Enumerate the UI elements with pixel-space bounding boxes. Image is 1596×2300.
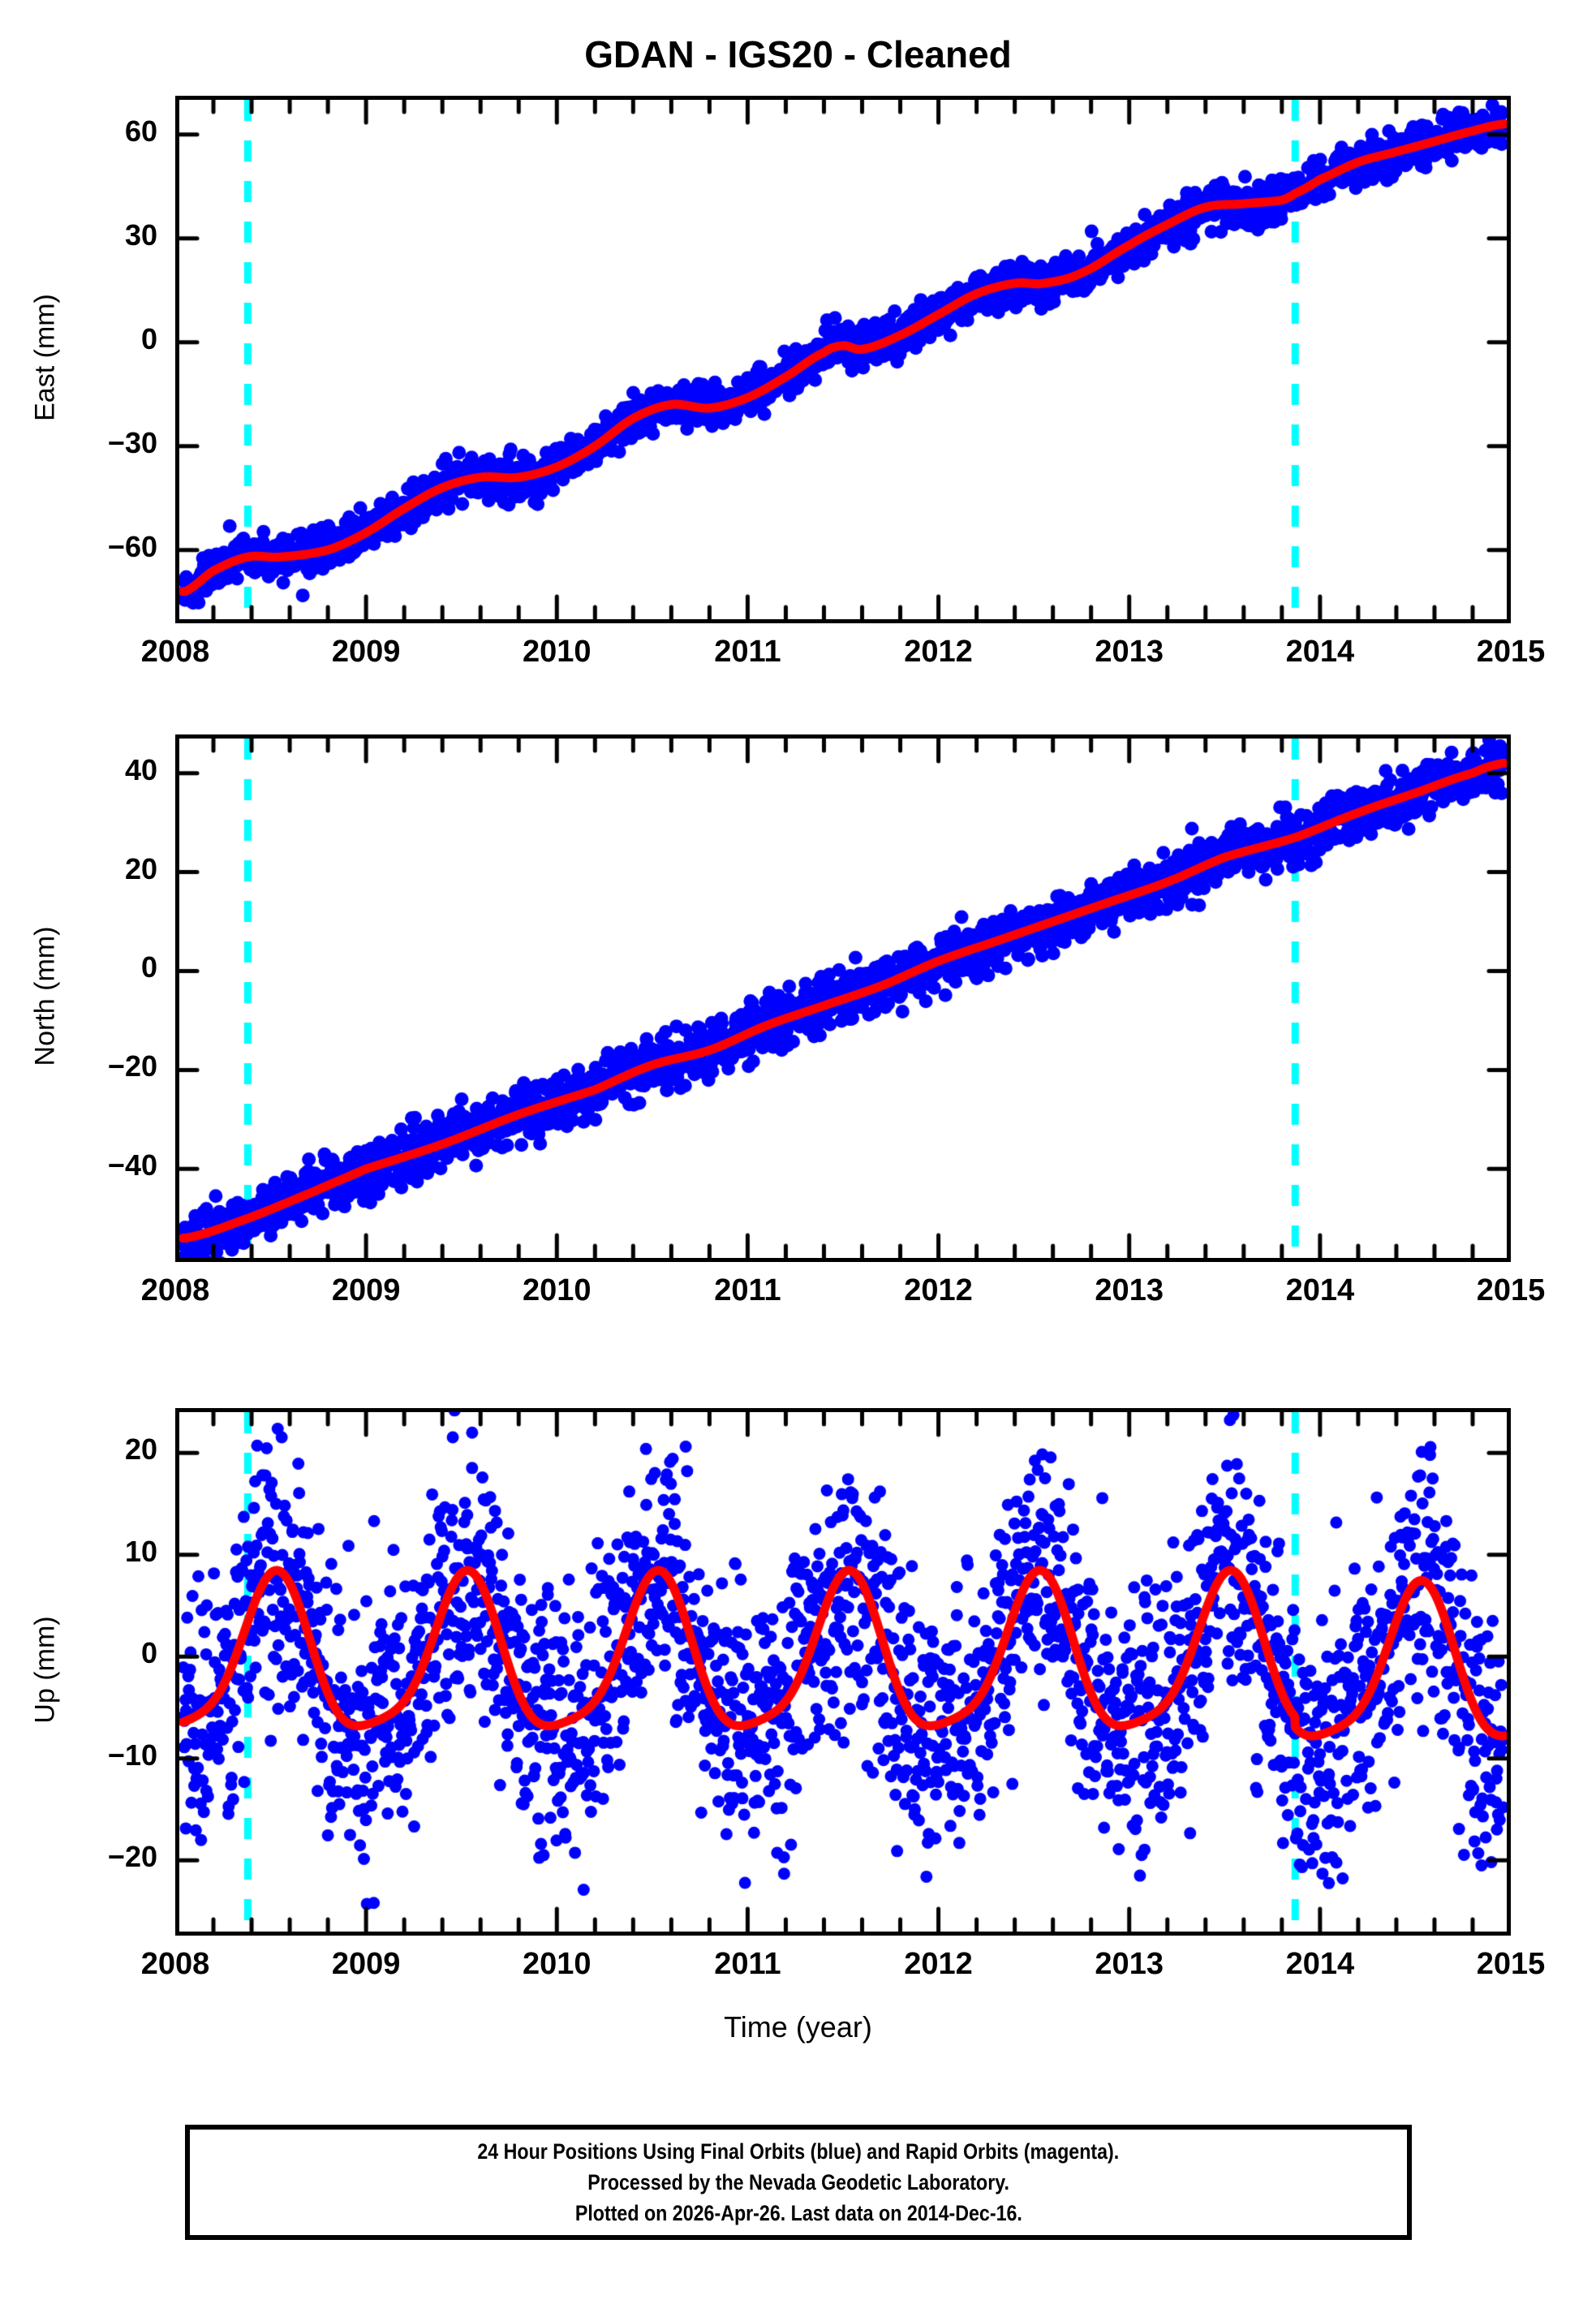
- panel-north-ytick-3: −20: [107, 1049, 157, 1083]
- panel-east-ytick-3: −30: [107, 425, 157, 459]
- panel-north-xtick-2008: 2008: [140, 1273, 210, 1307]
- panel-east-xtick-2008: 2008: [140, 635, 210, 669]
- panel-north-xtick-2012: 2012: [904, 1273, 973, 1307]
- panel-up-ytick-2: 0: [140, 1636, 157, 1670]
- panel-up-xtick-2010: 2010: [523, 1947, 592, 1981]
- panel-north-xtick-2015: 2015: [1476, 1273, 1546, 1307]
- footer-line-processor: Processed by the Nevada Geodetic Laborat…: [587, 2169, 1009, 2194]
- panel-up-y-axis-label: Up (mm): [29, 1616, 61, 1724]
- panel-north-xtick-2014: 2014: [1285, 1273, 1355, 1307]
- panel-east-xtick-2012: 2012: [904, 635, 973, 669]
- panel-east-y-axis-label: East (mm): [29, 294, 61, 421]
- panel-east-xtick-2009: 2009: [331, 635, 401, 669]
- footer-line-dates: Plotted on 2026-Apr-26. Last data on 201…: [574, 2201, 1022, 2226]
- panel-up-ytick-4: −20: [107, 1840, 157, 1874]
- panel-east-plot-area[interactable]: [179, 100, 1507, 619]
- panel-up-plot-area[interactable]: [179, 1412, 1507, 1932]
- panel-up-ytick-1: 10: [124, 1534, 157, 1568]
- footer-caption-box: 24 Hour Positions Using Final Orbits (bl…: [185, 2125, 1412, 2240]
- panel-up-xtick-2012: 2012: [904, 1947, 973, 1981]
- footer-line-orbits: 24 Hour Positions Using Final Orbits (bl…: [477, 2138, 1120, 2164]
- panel-up-xtick-2008: 2008: [140, 1947, 210, 1981]
- x-axis-label: Time (year): [724, 2010, 872, 2044]
- panel-up-xtick-2011: 2011: [714, 1947, 781, 1981]
- panel-up-ytick-0: 20: [124, 1432, 157, 1467]
- panel-east-xtick-2014: 2014: [1285, 635, 1355, 669]
- panel-up-xtick-2009: 2009: [331, 1947, 401, 1981]
- panel-up-xtick-2013: 2013: [1095, 1947, 1164, 1981]
- panel-east-ytick-0: 60: [124, 114, 157, 148]
- panel-up-xtick-2015: 2015: [1476, 1947, 1546, 1981]
- panel-north-ytick-2: 0: [140, 950, 157, 984]
- panel-north-xtick-2010: 2010: [523, 1273, 592, 1307]
- panel-east-ytick-2: 0: [140, 321, 157, 355]
- panel-north-xtick-2013: 2013: [1095, 1273, 1164, 1307]
- panel-north-ytick-4: −40: [107, 1148, 157, 1182]
- panel-up-ytick-3: −10: [107, 1738, 157, 1772]
- panel-north-ytick-1: 20: [124, 851, 157, 885]
- panel-north-plot-area[interactable]: [179, 739, 1507, 1258]
- panel-north-xtick-2011: 2011: [714, 1273, 781, 1307]
- panel-east-ytick-4: −60: [107, 529, 157, 563]
- panel-east-ytick-1: 30: [124, 218, 157, 252]
- panel-east-xtick-2011: 2011: [714, 635, 781, 669]
- panel-north-ytick-0: 40: [124, 752, 157, 786]
- page-title: GDAN - IGS20 - Cleaned: [584, 33, 1012, 75]
- panel-east-xtick-2015: 2015: [1476, 635, 1546, 669]
- panel-east-xtick-2010: 2010: [523, 635, 592, 669]
- panel-north-y-axis-label: North (mm): [29, 926, 61, 1066]
- panel-north-xtick-2009: 2009: [331, 1273, 401, 1307]
- panel-up-xtick-2014: 2014: [1285, 1947, 1355, 1981]
- panel-east-xtick-2013: 2013: [1095, 635, 1164, 669]
